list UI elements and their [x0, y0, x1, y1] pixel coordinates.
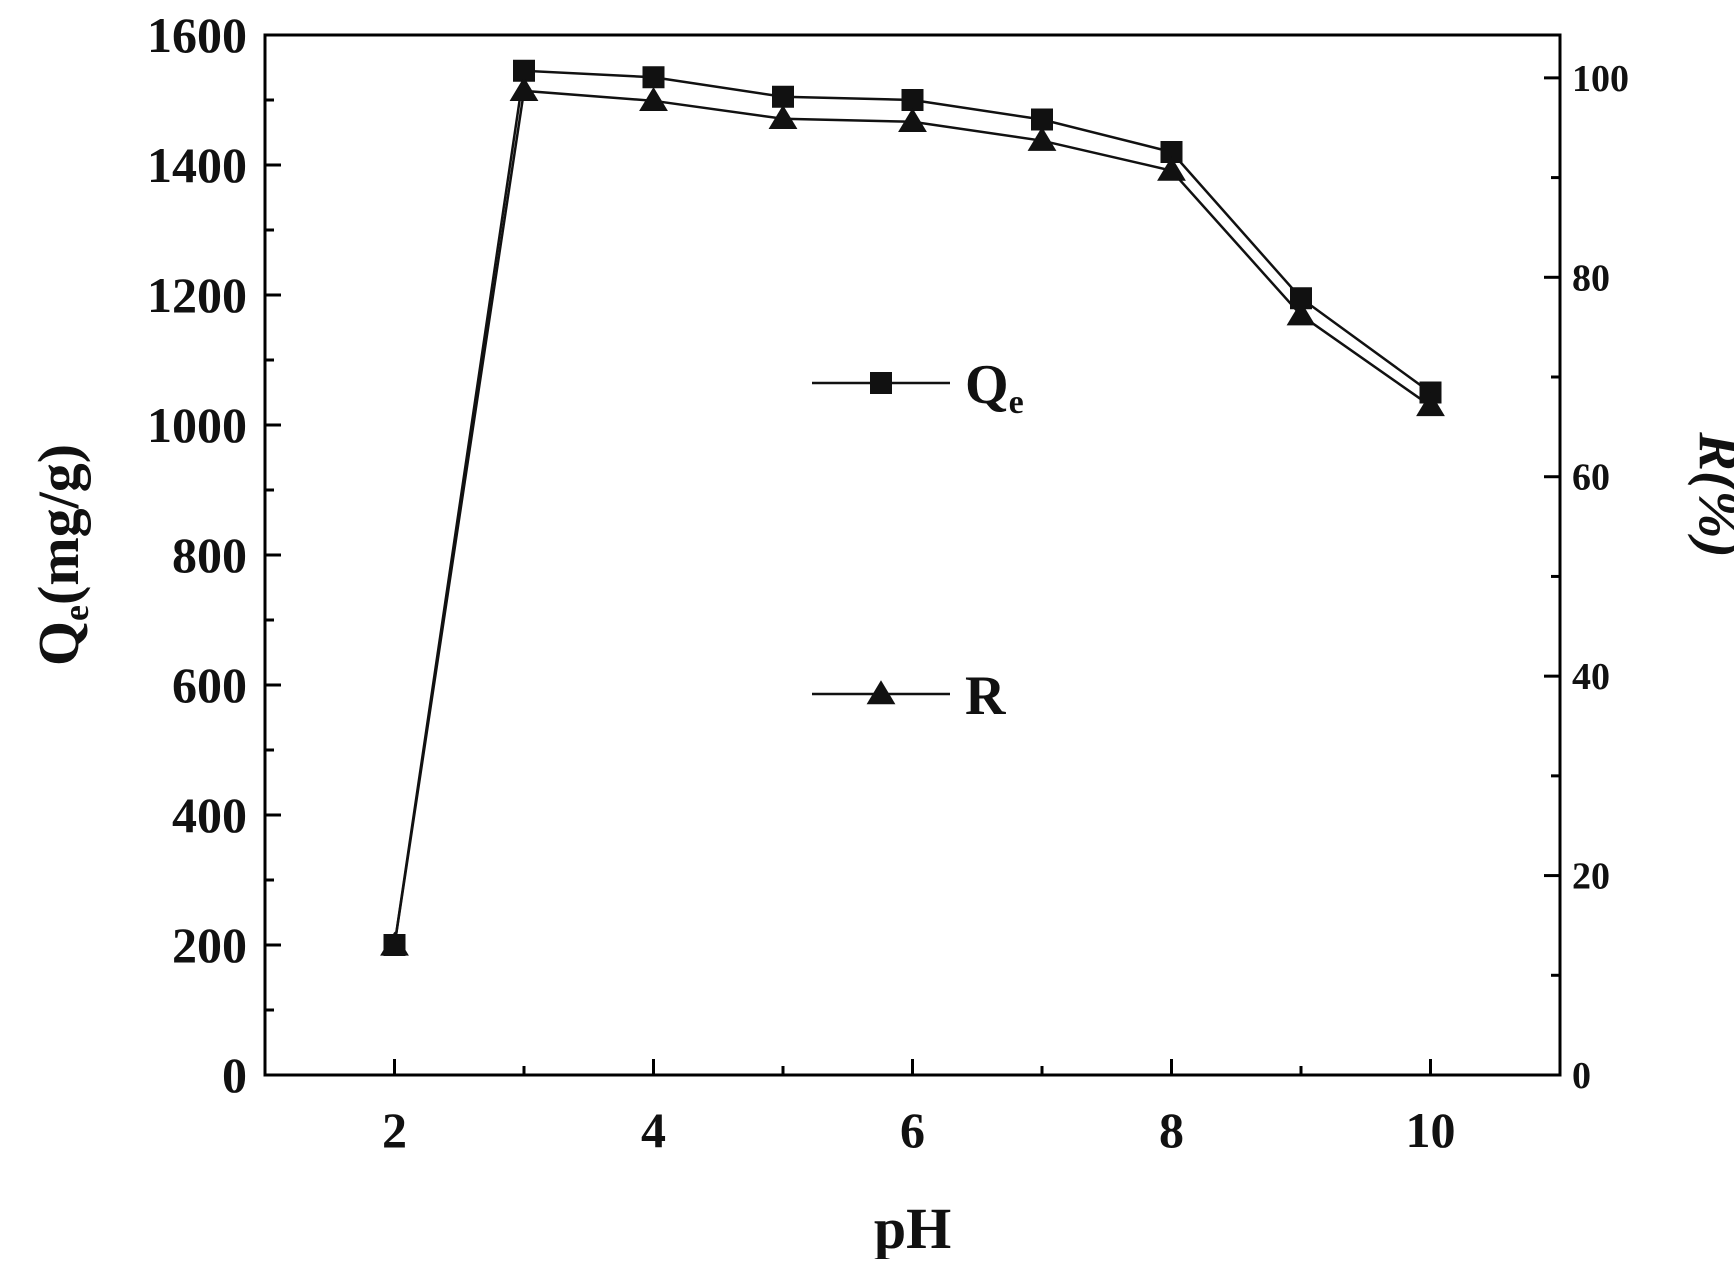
data-point-R — [380, 931, 409, 956]
series-line-Qe — [393, 69, 1432, 946]
y-right-tick-label: 80 — [1572, 257, 1610, 299]
x-tick-label: 8 — [1159, 1102, 1184, 1158]
y-right-tick-label: 60 — [1572, 457, 1610, 499]
legend-marker-triangle — [866, 680, 896, 705]
x-axis-title: pH — [874, 1196, 951, 1259]
legend-label: Qe — [965, 354, 1024, 421]
y-left-tick-label: 800 — [172, 527, 247, 583]
y-right-tick-label: 100 — [1572, 58, 1629, 100]
legend-label: R — [965, 665, 1006, 727]
series-line-R — [393, 89, 1432, 946]
y-left-tick-label: 400 — [172, 787, 247, 843]
data-point-R — [639, 87, 668, 112]
data-point-R — [1027, 126, 1057, 151]
data-point-Qe — [642, 66, 665, 89]
y-left-tick-label: 600 — [172, 657, 247, 713]
data-point-R — [898, 107, 927, 132]
plot-area-frame — [263, 33, 1562, 1077]
y-right-axis-title: R(%) — [1687, 431, 1734, 558]
y-left-axis-title: Qe(mg/g) — [26, 444, 96, 666]
y-left-tick-label: 1600 — [147, 7, 247, 63]
data-point-R — [1286, 301, 1316, 326]
data-point-R — [768, 104, 798, 129]
y-right-tick-label: 0 — [1572, 1055, 1591, 1097]
data-point-R — [509, 77, 539, 102]
y-left-tick-label: 1000 — [147, 397, 247, 453]
x-tick-label: 2 — [382, 1102, 407, 1158]
x-tick-label: 6 — [900, 1102, 925, 1158]
x-tick-label: 4 — [641, 1102, 666, 1158]
data-point-R — [1416, 392, 1445, 417]
data-point-Qe — [772, 85, 794, 108]
y-left-tick-label: 1200 — [147, 267, 247, 323]
y-left-tick-label: 0 — [222, 1047, 247, 1103]
data-point-Qe — [513, 59, 535, 82]
data-point-Qe — [1031, 108, 1053, 131]
data-point-R — [1157, 156, 1186, 181]
y-left-tick-label: 200 — [172, 917, 247, 973]
y-right-tick-label: 20 — [1572, 856, 1610, 898]
data-point-Qe — [1160, 141, 1183, 163]
y-left-tick-label: 1400 — [147, 137, 247, 193]
y-right-tick-label: 40 — [1572, 656, 1610, 698]
x-tick-label: 10 — [1406, 1102, 1456, 1158]
data-point-Qe — [1290, 287, 1312, 310]
data-point-Qe — [901, 89, 924, 111]
legend-marker-square — [870, 372, 892, 394]
